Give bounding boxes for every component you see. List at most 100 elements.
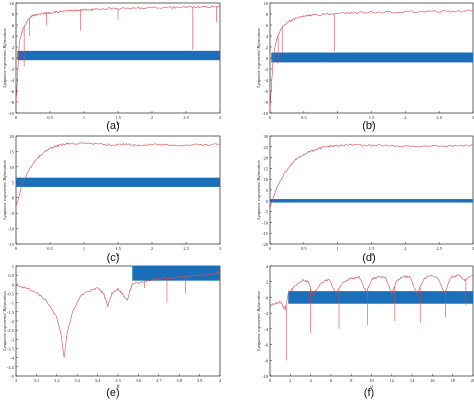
p1-xtick-label-0: 0 — [269, 115, 272, 120]
p4-xtick-label-1: 3.1 — [34, 378, 40, 383]
p2-xlabel: α — [117, 253, 120, 258]
p5-xtick-label-1: 2 — [289, 378, 291, 383]
p5-xtick-label-3: 6 — [330, 378, 333, 383]
p4-axes-frame — [15, 265, 221, 377]
p3-ytick-label-3: 15 — [264, 166, 269, 171]
p4-xtick-label-0: 3 — [15, 378, 18, 383]
p3-ytick-label-8: -10 — [262, 220, 269, 225]
p0-xtick-label-3: 1.5 — [115, 115, 121, 120]
p2-ytick-label-7: -15 — [8, 242, 15, 247]
p0-ytick-label-4: 2 — [12, 45, 14, 50]
p1-xtick-label-3: 1.5 — [369, 115, 375, 120]
p4-ytick-label-6: -2 — [10, 319, 14, 324]
panel-label-a: (a) — [106, 120, 120, 132]
p0-ytick-label-3: 4 — [12, 34, 15, 39]
p1-ytick-label-7: -4 — [264, 78, 268, 83]
p1-ytick-label-8: -6 — [264, 89, 268, 94]
p4-xtick-label-3: 3.3 — [74, 378, 80, 383]
p3-xtick-label-5: 2.5 — [436, 246, 442, 251]
p5-xtick-label-9: 18 — [450, 378, 455, 383]
p3-xlabel: α — [370, 253, 373, 258]
p4-ytick-label-7: -2.5 — [7, 328, 15, 333]
p4-xtick-label-2: 3.2 — [54, 378, 60, 383]
p5-xtick-label-2: 4 — [309, 378, 312, 383]
p2-ytick-label-2: 10 — [10, 165, 15, 170]
p4-ytick-label-4: -1 — [10, 301, 14, 306]
p4-xtick-label-5: 3.5 — [115, 378, 121, 383]
p1-xtick-label-5: 2.5 — [436, 115, 442, 120]
p2-ytick-label-0: 20 — [10, 134, 15, 139]
p3-ytick-label-9: -15 — [262, 231, 269, 236]
p3-xtick-label-0: 0 — [269, 246, 272, 251]
p0-xtick-label-5: 2.5 — [183, 115, 189, 120]
p5-ytick-label-0: 4 — [266, 264, 269, 269]
p5-ylabel: Lyapunov exponents/ Bifurcation — [256, 291, 261, 352]
p5-axes-frame — [269, 265, 474, 377]
p2-xtick-label-3: 1.5 — [115, 246, 121, 251]
p0-bifurcation-band — [17, 50, 220, 61]
p3-ytick-label-10: -20 — [262, 242, 269, 247]
p3-xtick-label-2: 1 — [337, 246, 339, 251]
p3-xtick-label-6: 3 — [472, 246, 474, 251]
p3-ylabel: Lyapunov exponents/ Bifurcation — [256, 160, 261, 221]
p4-xtick-label-7: 3.7 — [156, 378, 162, 383]
p2-ytick-label-1: 15 — [10, 149, 15, 154]
panel-label-d: (d) — [362, 252, 376, 264]
p4-xtick-label-6: 3.6 — [136, 378, 142, 383]
p4-lyapunov-line — [15, 272, 221, 358]
p0-ytick-label-6: -2 — [10, 67, 14, 72]
p1-ytick-label-5: 0 — [266, 56, 269, 61]
p2-xtick-label-0: 0 — [15, 246, 18, 251]
p2-xtick-label-4: 2 — [151, 246, 153, 251]
p4-ytick-label-0: 1 — [12, 264, 14, 269]
p4-ytick-label-5: -1.5 — [7, 310, 15, 315]
p4-ytick-label-10: -4 — [10, 356, 14, 361]
p4-ytick-label-3: -0.5 — [7, 292, 15, 297]
p4-ytick-label-8: -3 — [10, 337, 14, 342]
p1-ytick-label-3: 4 — [266, 34, 269, 39]
p2-axes-frame — [15, 135, 221, 245]
p4-xtick-label-4: 3.4 — [95, 378, 101, 383]
panel-label-e: (e) — [106, 387, 120, 399]
p5-xtick-label-5: 10 — [369, 378, 374, 383]
p5-xlabel: α — [370, 385, 373, 390]
p5-ytick-label-5: -6 — [264, 343, 268, 348]
p3-lyapunov-line — [269, 143, 474, 209]
p2-xtick-label-1: 0.5 — [47, 246, 53, 251]
p3-ytick-label-2: 20 — [264, 156, 269, 161]
p0-xtick-label-1: 0.5 — [47, 115, 53, 120]
p5-ytick-label-1: 2 — [266, 280, 268, 285]
p1-ytick-label-9: -8 — [264, 100, 268, 105]
p1-xtick-label-4: 2 — [404, 115, 406, 120]
p2-xtick-label-6: 3 — [219, 246, 222, 251]
p0-ytick-label-10: -10 — [8, 111, 15, 116]
p4-ytick-label-2: 0 — [12, 282, 15, 287]
panel-label-b: (b) — [362, 120, 376, 132]
p1-xlabel: α — [370, 122, 373, 127]
p0-ytick-label-9: -8 — [10, 100, 14, 105]
p1-xtick-label-1: 0.5 — [301, 115, 307, 120]
p5-xtick-label-8: 16 — [430, 378, 435, 383]
p0-ytick-label-0: 10 — [10, 1, 15, 6]
p5-lyapunov-line — [269, 274, 474, 311]
p0-xlabel: α — [117, 122, 120, 127]
panel-label-c: (c) — [106, 252, 120, 264]
p0-ylabel: Lyapunov exponents/ Bifurcation — [2, 28, 7, 89]
p4-xlabel: β — [116, 385, 120, 390]
p3-ytick-label-1: 25 — [264, 145, 269, 150]
p2-lyapunov-line — [15, 142, 221, 207]
p4-ytick-label-9: -3.5 — [7, 347, 15, 352]
p1-ylabel: Lyapunov exponents/ Bifurcation — [256, 28, 261, 89]
p4-ytick-label-11: -4.5 — [7, 365, 15, 370]
p0-ytick-label-8: -6 — [10, 89, 14, 94]
p1-ytick-label-10: -10 — [262, 111, 269, 116]
p1-ytick-label-0: 10 — [264, 1, 269, 6]
p4-bifurcation-band — [132, 266, 220, 281]
p5-ytick-label-2: 0 — [266, 295, 269, 300]
p4-ylabel: Lyapunov exponents/ Bifurcation — [2, 291, 7, 352]
p3-ytick-label-6: 0 — [266, 199, 269, 204]
p3-ytick-label-7: -5 — [264, 210, 268, 215]
p3-xtick-label-1: 0.5 — [301, 246, 307, 251]
